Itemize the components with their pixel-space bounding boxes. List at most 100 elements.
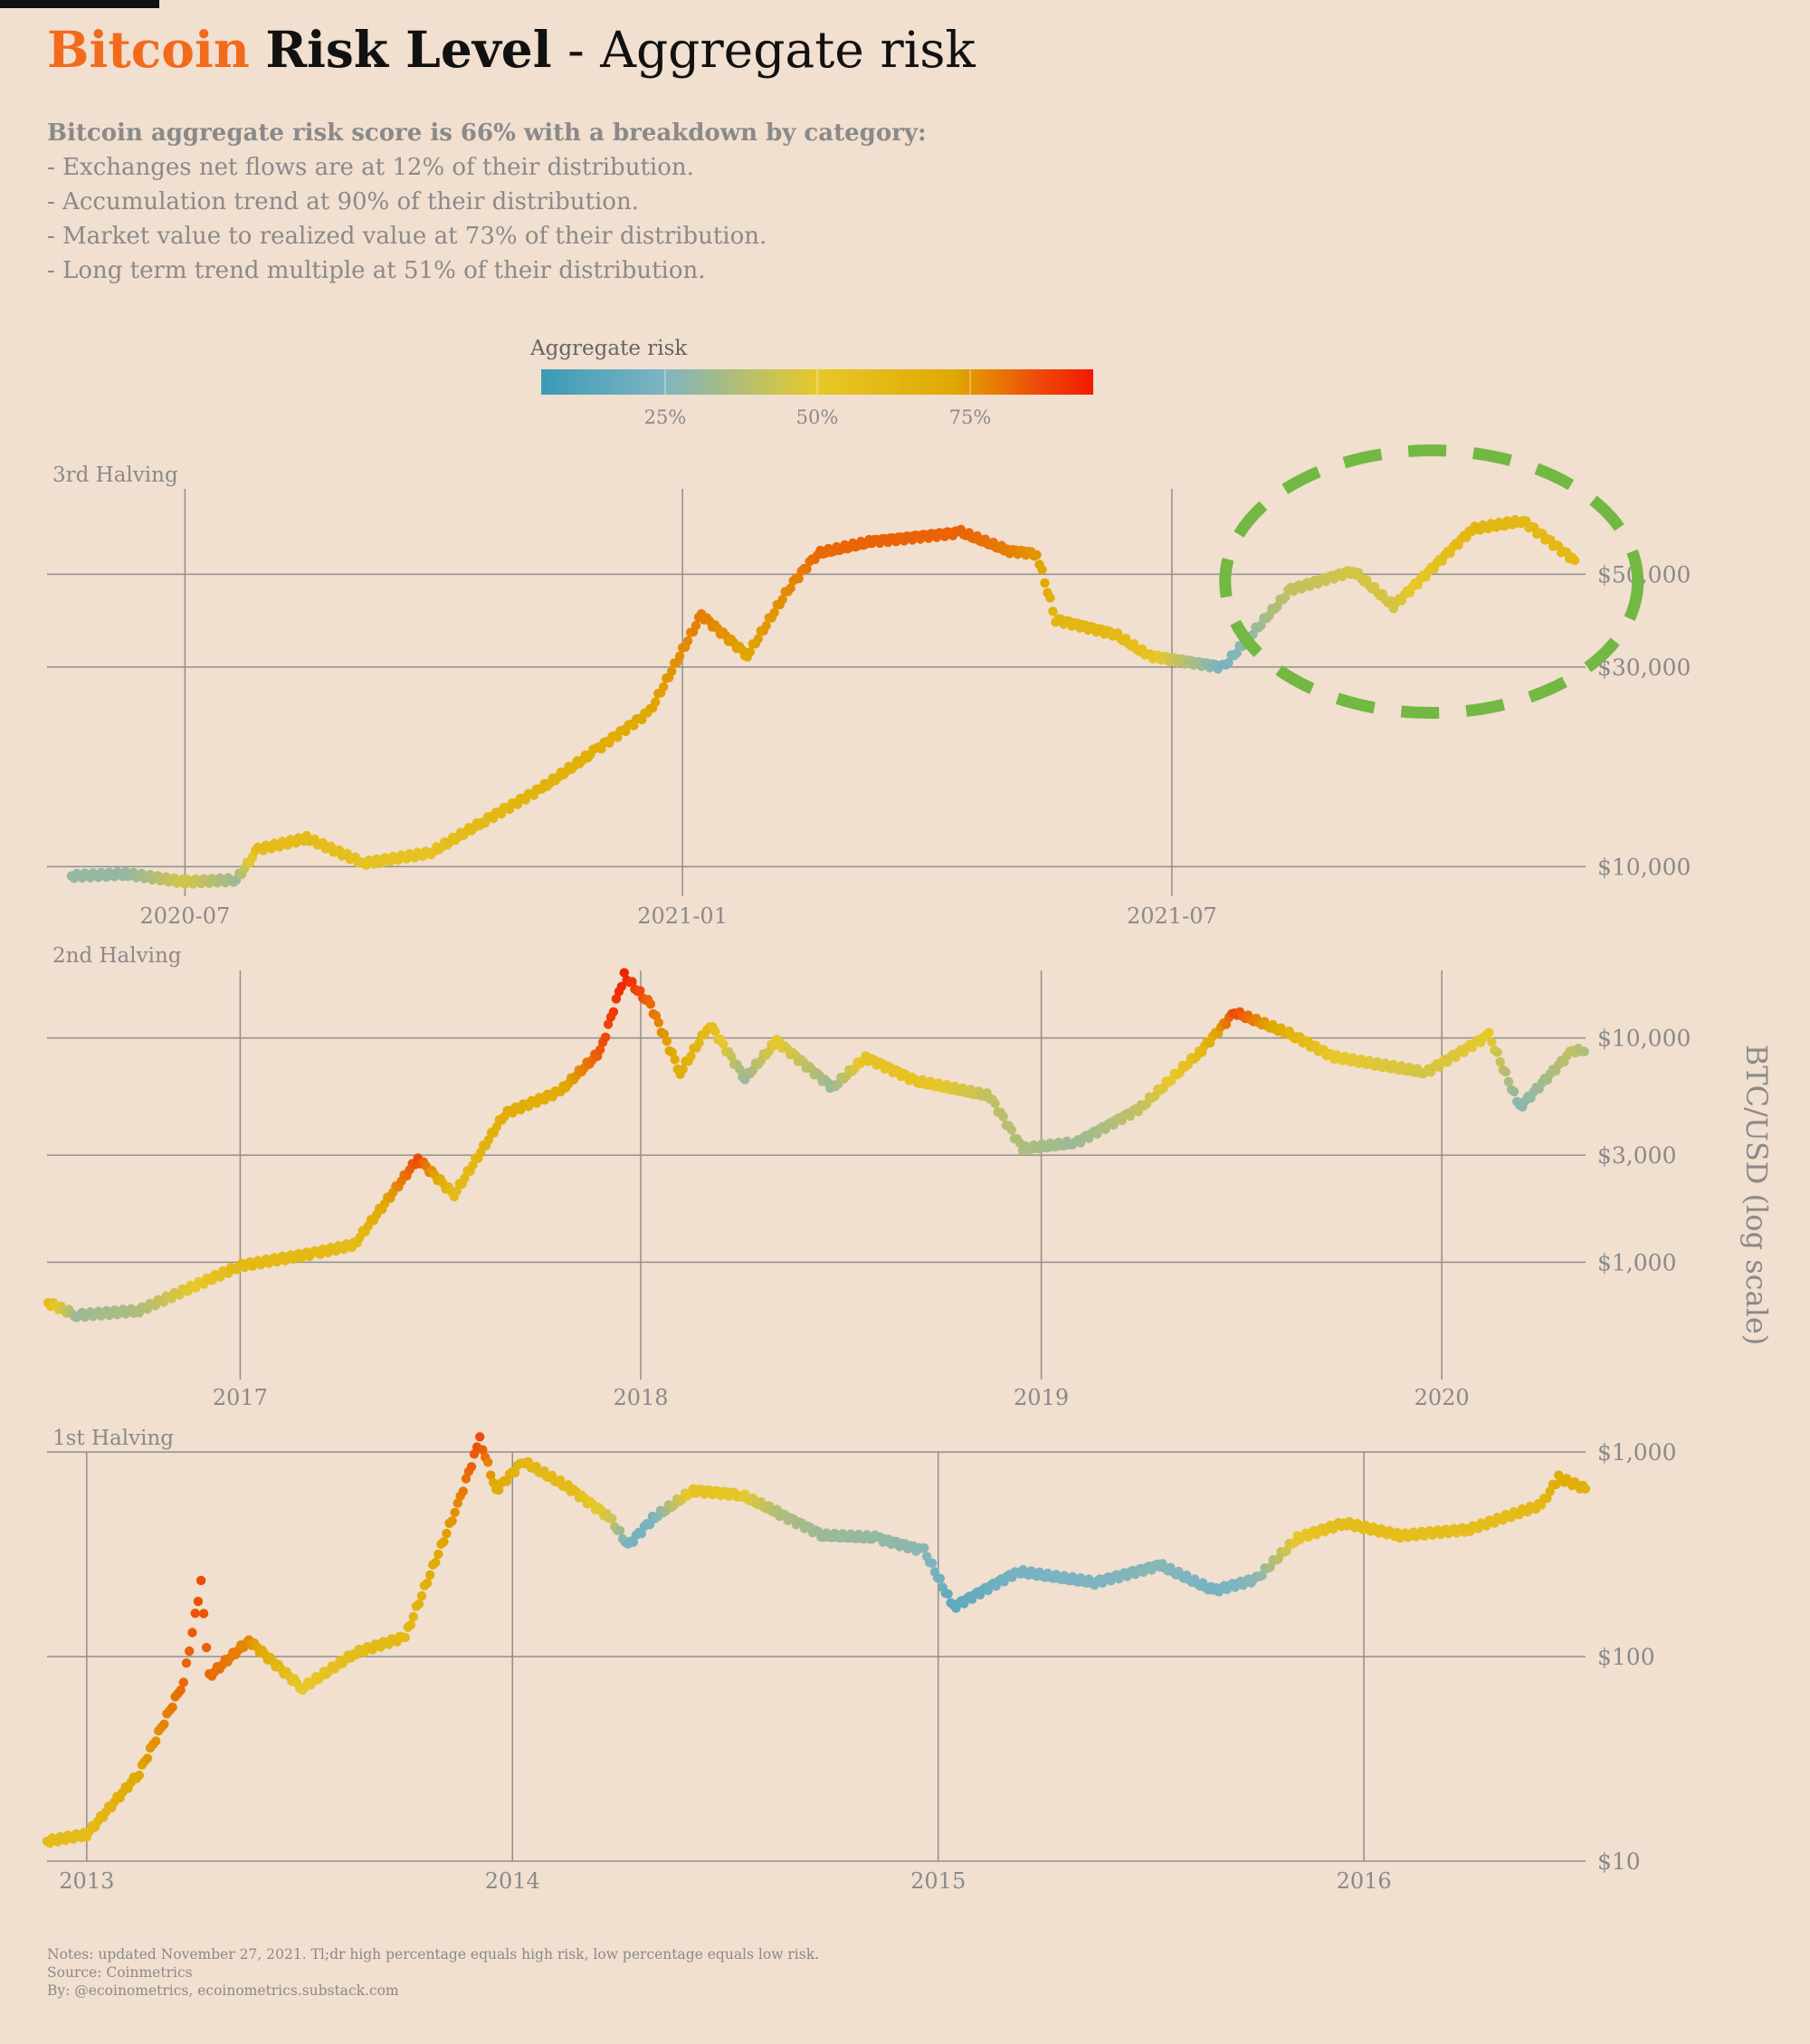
price-point [134,1771,144,1781]
footer-source: Source: Coinmetrics [47,1964,193,1981]
price-point [142,1753,153,1763]
price-point [167,1702,177,1713]
price-point [1273,1554,1283,1564]
x-tick-label: 2020-07 [140,903,231,929]
price-point [636,1528,647,1539]
risk-summary-line: - Long term trend multiple at 51% of the… [47,257,706,284]
price-point [653,1017,663,1027]
price-point [1542,1494,1552,1504]
price-point [682,635,693,646]
price-point [645,999,656,1009]
price-point [786,583,795,593]
price-point [461,1474,472,1484]
price-point [1550,1479,1561,1490]
title-rest: - Aggregate risk [551,21,976,79]
risk-summary-line: - Accumulation trend at 90% of their dis… [47,188,639,215]
price-point [735,1064,745,1075]
price-point [422,1578,433,1589]
title-main: Risk Level [265,20,552,79]
legend-tick-label: 25% [644,406,687,428]
price-point [450,1507,460,1518]
price-point [478,1445,488,1455]
legend-tick-label: 75% [949,406,992,428]
highlight-ellipse [1219,444,1644,720]
legend-title: Aggregate risk [530,337,688,360]
price-point [678,1065,688,1075]
x-tick-label: 2017 [213,1385,268,1410]
price-point [159,1719,169,1729]
price-point [433,1549,443,1560]
risk-summary-line: - Exchanges net flows are at 12% of thei… [47,154,694,181]
price-point [483,1457,493,1467]
title-brand: Bitcoin [47,20,250,79]
price-point [1045,593,1055,603]
price-point [486,1470,496,1480]
price-point [1257,1571,1267,1581]
price-point [753,634,763,644]
price-point [1579,1046,1589,1056]
price-point [659,682,669,692]
price-point [1040,578,1050,588]
price-point [1580,1484,1591,1494]
price-point [927,1558,938,1569]
price-point [458,1486,468,1496]
price-point [667,1047,677,1057]
x-tick-label: 2014 [485,1868,540,1894]
price-point [510,1467,520,1478]
y-tick-label: $10,000 [1597,854,1691,880]
legend-tick-label: 50% [796,406,839,428]
page-title: Bitcoin Risk Level - Aggregate risk [47,20,976,79]
price-point [400,1632,410,1643]
price-point [670,1055,680,1065]
x-tick-label: 2019 [1014,1385,1069,1410]
y-tick-label: $10,000 [1597,1026,1691,1052]
top-accent-bar [0,0,159,8]
x-tick-label: 2013 [59,1868,114,1894]
price-point [627,977,637,987]
price-point [614,1525,625,1536]
y-tick-label: $10 [1597,1848,1641,1875]
price-point [794,574,804,584]
price-point [935,1573,946,1584]
price-point [769,607,779,617]
price-point [710,1027,720,1036]
y-axis-title: BTC/USD (log scale) [1739,1045,1774,1346]
footer-byline: By: @ecoinometrics, ecoinometrics.substa… [47,1982,399,1999]
price-point [595,1045,605,1055]
x-tick-label: 2015 [910,1868,966,1894]
price-point [600,1032,611,1043]
price-point [603,1019,614,1029]
price-point [1224,657,1234,668]
panel-title: 2nd Halving [52,944,182,968]
price-point [990,1098,1000,1109]
x-tick-label: 2018 [613,1385,668,1410]
price-point [201,1642,212,1653]
footer-notes: Notes: updated November 27, 2021. Tl;dr … [47,1945,819,2000]
price-point [998,1112,1008,1122]
price-point [943,1589,953,1600]
price-point [483,1134,494,1145]
y-tick-label: $1,000 [1597,1249,1676,1275]
price-point [691,620,701,631]
price-point [1569,555,1580,566]
price-point [466,1462,477,1472]
price-point [1503,1076,1514,1087]
price-point [442,1528,452,1539]
price-point [1256,620,1266,630]
price-point [667,666,677,676]
price-point [662,1036,672,1046]
price-point [408,1611,418,1622]
price-point [694,1037,704,1048]
price-point [1487,1037,1497,1047]
price-point [425,1570,435,1581]
risk-summary-lead: Bitcoin aggregate risk score is 66% with… [47,119,927,147]
panel-title: 1st Halving [52,1427,174,1450]
price-point [719,1039,729,1049]
price-point [1032,549,1042,560]
price-point [1281,1546,1291,1556]
price-point [635,986,645,996]
price-point [1281,592,1291,602]
price-point [151,1736,161,1746]
price-point [619,968,629,978]
y-tick-label: $30,000 [1597,654,1691,681]
